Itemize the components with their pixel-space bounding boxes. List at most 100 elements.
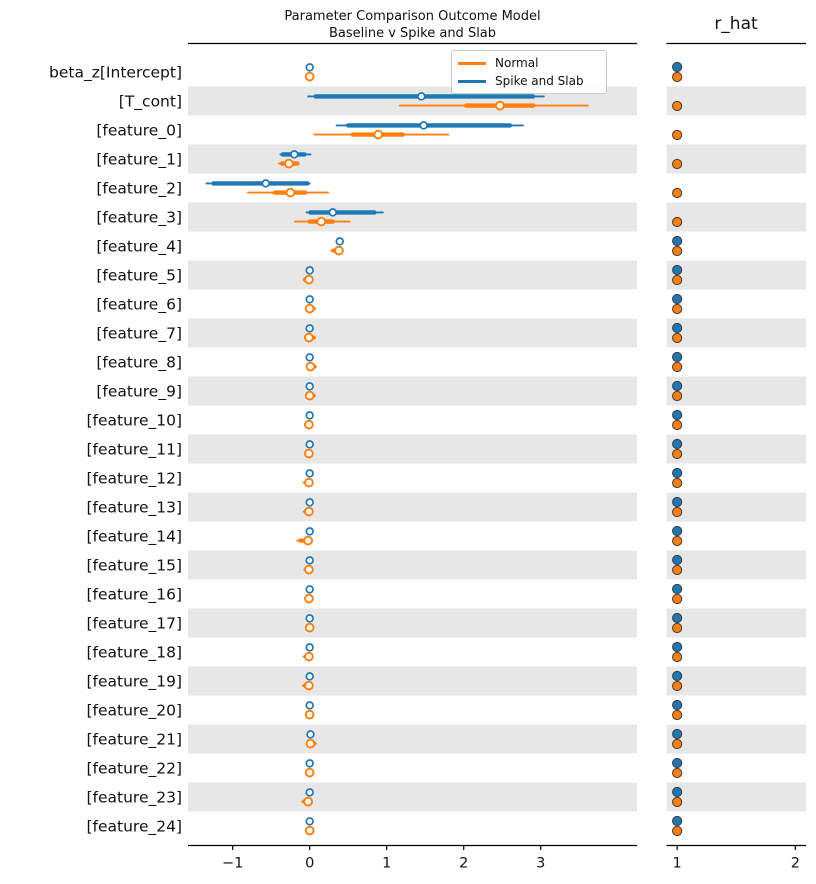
median-dot-spike bbox=[261, 179, 271, 188]
row-band bbox=[188, 608, 637, 638]
x-tick-label: 1 bbox=[673, 856, 682, 872]
median-dot-spike bbox=[305, 817, 314, 826]
rhat-dot-normal bbox=[672, 100, 683, 112]
rhat-dot-spike bbox=[672, 264, 683, 276]
legend-line-swatch bbox=[458, 79, 486, 83]
median-dot-normal bbox=[304, 593, 314, 604]
median-dot-spike bbox=[305, 585, 314, 594]
median-dot-spike bbox=[305, 701, 314, 710]
rhat-dot-normal bbox=[672, 825, 683, 837]
y-axis-label: [feature_9] bbox=[96, 383, 182, 402]
y-axis-label: [feature_6] bbox=[96, 296, 182, 315]
rhat-dot-spike bbox=[672, 438, 683, 450]
row-band bbox=[666, 492, 806, 522]
chart-title-line2: Baseline v Spike and Slab bbox=[328, 26, 497, 41]
rhat-dot-spike bbox=[672, 699, 683, 711]
row-band bbox=[188, 666, 637, 696]
rhat-dot-spike bbox=[672, 235, 683, 247]
x-tick-label: −1 bbox=[222, 856, 243, 872]
chart-title: Parameter Comparison Outcome Model Basel… bbox=[188, 8, 637, 42]
x-tick-label: 1 bbox=[382, 856, 391, 872]
y-axis-label: [feature_21] bbox=[86, 731, 182, 750]
median-dot-spike bbox=[305, 440, 314, 449]
rhat-dot-spike bbox=[672, 612, 683, 624]
y-axis-label: [feature_7] bbox=[96, 325, 182, 344]
median-dot-normal bbox=[373, 129, 384, 140]
median-dot-spike bbox=[335, 237, 344, 246]
median-dot-normal bbox=[304, 564, 314, 575]
y-axis-label: [feature_20] bbox=[86, 702, 182, 721]
row-band bbox=[666, 608, 806, 638]
row-band bbox=[666, 376, 806, 406]
rhat-dot-normal bbox=[672, 680, 683, 692]
median-dot-spike bbox=[305, 411, 314, 420]
row-band bbox=[188, 260, 637, 290]
median-dot-spike bbox=[290, 150, 299, 159]
row-band bbox=[188, 782, 637, 812]
median-dot-spike bbox=[419, 121, 428, 130]
rhat-dot-normal bbox=[672, 709, 683, 721]
y-axis-label: [feature_1] bbox=[96, 151, 182, 170]
rhat-dot-spike bbox=[672, 293, 683, 305]
rhat-dot-normal bbox=[672, 767, 683, 779]
median-dot-normal bbox=[305, 738, 316, 749]
median-dot-normal bbox=[334, 245, 344, 256]
median-dot-spike bbox=[328, 208, 338, 217]
median-dot-normal bbox=[316, 216, 327, 227]
rhat-dot-spike bbox=[672, 786, 683, 798]
median-dot-normal bbox=[304, 419, 314, 430]
rhat-dot-normal bbox=[672, 216, 683, 228]
rhat-dot-normal bbox=[672, 390, 683, 402]
rhat-dot-spike bbox=[672, 757, 683, 769]
rhat-dot-spike bbox=[672, 641, 683, 653]
median-dot-spike bbox=[305, 788, 314, 797]
median-dot-normal bbox=[285, 187, 296, 198]
median-dot-spike bbox=[305, 382, 314, 391]
rhat-dot-normal bbox=[672, 622, 683, 634]
row-band bbox=[188, 202, 637, 232]
row-band bbox=[188, 492, 637, 522]
x-tick-label: 3 bbox=[536, 856, 545, 872]
rhat-panel-title: r_hat bbox=[714, 14, 758, 34]
row-band bbox=[188, 376, 637, 406]
rhat-dot-normal bbox=[672, 274, 683, 286]
legend-entry-label: Normal bbox=[495, 56, 539, 70]
median-dot-normal bbox=[304, 680, 314, 691]
rhat-dot-spike bbox=[672, 728, 683, 740]
y-axis-label: [feature_24] bbox=[86, 818, 182, 837]
y-axis-label: [feature_10] bbox=[86, 412, 182, 431]
rhat-dot-spike bbox=[672, 322, 683, 334]
median-dot-normal bbox=[284, 158, 294, 169]
rhat-dot-normal bbox=[672, 796, 683, 808]
median-dot-normal bbox=[304, 622, 315, 633]
rhat-dot-normal bbox=[672, 71, 683, 83]
rhat-dot-normal bbox=[672, 303, 683, 315]
rhat-dot-spike bbox=[672, 554, 683, 566]
rhat-dot-spike bbox=[672, 670, 683, 682]
y-axis-label: [feature_2] bbox=[96, 180, 182, 199]
rhat-dot-normal bbox=[672, 419, 683, 431]
legend-entry: Spike and Slab bbox=[458, 74, 598, 88]
rhat-dot-normal bbox=[672, 535, 683, 547]
median-dot-spike bbox=[305, 63, 314, 72]
y-axis-label: [feature_11] bbox=[86, 441, 182, 460]
median-dot-normal bbox=[304, 506, 314, 517]
median-dot-spike bbox=[305, 324, 314, 333]
median-dot-spike bbox=[305, 353, 314, 362]
rhat-dot-normal bbox=[672, 593, 683, 605]
rhat-dot-normal bbox=[672, 129, 683, 141]
median-dot-normal bbox=[303, 535, 313, 546]
rhat-dot-normal bbox=[672, 187, 683, 199]
median-dot-spike bbox=[305, 469, 314, 478]
median-dot-normal bbox=[304, 274, 314, 285]
row-band bbox=[666, 144, 806, 174]
rhat-dot-normal bbox=[672, 477, 683, 489]
median-dot-spike bbox=[305, 759, 314, 768]
x-tick-label: 2 bbox=[459, 856, 468, 872]
median-dot-normal bbox=[304, 448, 314, 459]
median-dot-spike bbox=[305, 614, 314, 623]
median-dot-normal bbox=[495, 100, 505, 111]
median-dot-normal bbox=[305, 361, 316, 372]
row-band bbox=[666, 318, 806, 348]
